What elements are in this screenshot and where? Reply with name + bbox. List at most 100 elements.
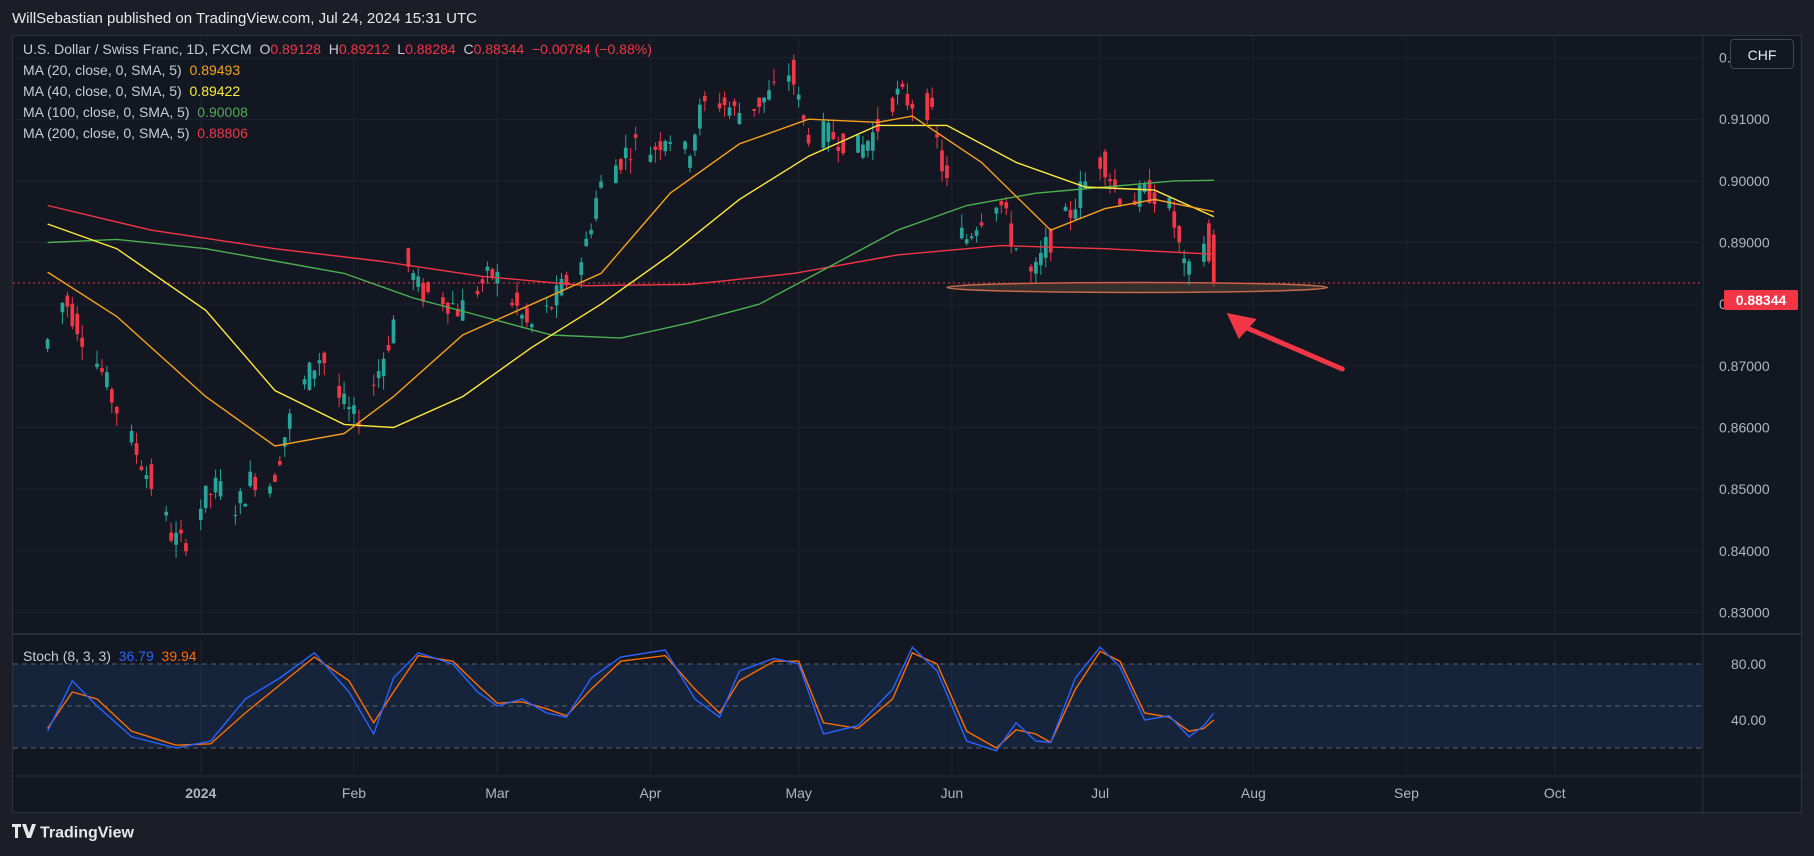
candle-body — [791, 59, 796, 85]
candle-body — [1038, 252, 1043, 266]
ma100-line — [47, 179, 1214, 339]
indicator-value: 0.90008 — [197, 104, 248, 120]
candle-body — [485, 266, 490, 271]
candle-body — [525, 307, 529, 323]
candle-body — [732, 101, 737, 107]
y-tick-label: 0.90000 — [1719, 173, 1770, 189]
open-label: O — [259, 41, 271, 57]
candle-body — [870, 132, 875, 151]
candle-body — [594, 198, 598, 219]
publication-attribution: WillSebastian published on TradingView.c… — [12, 10, 477, 27]
candle-body — [218, 481, 223, 497]
candle-body — [762, 97, 766, 103]
candle-body — [979, 222, 984, 226]
stoch-k-line — [46, 646, 1215, 752]
candle-body — [203, 485, 208, 508]
x-tick-label: Apr — [640, 785, 662, 801]
indicator-ma20[interactable]: MA (20, close, 0, SMA, 5) 0.89493 — [23, 62, 240, 78]
candle-body — [628, 159, 633, 161]
close-label: C — [463, 41, 474, 57]
candle-body — [480, 279, 485, 284]
y-tick-label: 0.85000 — [1719, 481, 1770, 497]
candle-body — [841, 133, 846, 154]
candle-body — [179, 529, 183, 534]
candle-body — [1014, 248, 1018, 250]
candle-body — [969, 236, 974, 239]
stoch-k-value: 36.79 — [118, 648, 154, 664]
candle-body — [1137, 185, 1142, 207]
indicator-label: MA (200, close, 0, SMA, 5) — [23, 125, 190, 141]
stoch-legend[interactable]: Stoch (8, 3, 3) 36.79 39.94 — [23, 648, 197, 664]
candle-body — [796, 94, 801, 100]
candle-body — [757, 97, 762, 107]
candle-body — [426, 282, 430, 292]
indicator-value: 0.89422 — [189, 83, 241, 99]
candle-body — [1211, 234, 1216, 283]
indicator-ma100[interactable]: MA (100, close, 0, SMA, 5) 0.90008 — [23, 104, 248, 120]
candle-body — [925, 92, 930, 121]
candle-body — [455, 308, 460, 317]
x-tick-label: 2024 — [185, 785, 216, 801]
candle-body — [114, 406, 119, 414]
chart-canvas[interactable]: 0.920000.910000.900000.890000.880000.870… — [13, 36, 1803, 814]
candle-body — [683, 141, 687, 150]
x-tick-label: May — [785, 785, 811, 801]
candle-body — [1118, 198, 1122, 205]
indicator-label: MA (100, close, 0, SMA, 5) — [23, 104, 190, 120]
x-tick-label: Feb — [342, 785, 366, 801]
candle-body — [826, 122, 831, 142]
candle-body — [663, 141, 668, 152]
tradingview-logo-icon — [12, 824, 36, 843]
indicator-ma200[interactable]: MA (200, close, 0, SMA, 5) 0.88806 — [23, 125, 248, 141]
candle-body — [648, 154, 653, 162]
candle-body — [65, 295, 70, 307]
candle-body — [144, 475, 149, 480]
candle-body — [801, 115, 806, 120]
candle-body — [905, 93, 910, 106]
candle-body — [1103, 151, 1107, 178]
candle-body — [999, 201, 1004, 206]
candle-body — [1202, 243, 1206, 262]
candle-body — [302, 379, 307, 385]
candle-body — [450, 303, 455, 305]
candle-body — [544, 305, 549, 307]
candle-body — [1009, 223, 1014, 247]
candle-body — [213, 477, 218, 493]
chart-frame[interactable]: 0.920000.910000.900000.890000.880000.870… — [12, 35, 1803, 814]
stoch-label: Stoch (8, 3, 3) — [23, 648, 111, 664]
candle-body — [1083, 181, 1088, 188]
candle-body — [806, 134, 811, 144]
candle-body — [698, 104, 702, 129]
tradingview-brand[interactable]: TradingView — [12, 824, 134, 848]
candle-body — [1177, 226, 1182, 243]
candle-body — [149, 464, 154, 490]
candle-body — [233, 515, 238, 517]
candle-body — [441, 297, 445, 305]
candle-body — [164, 511, 169, 516]
candle-body — [1147, 180, 1152, 203]
indicator-value: 0.89493 — [189, 62, 241, 78]
candle-body — [317, 360, 322, 364]
candle-body — [243, 504, 248, 507]
candle-body — [1073, 209, 1078, 219]
candle-body — [45, 339, 50, 349]
candle-body — [772, 81, 776, 83]
candle-body — [767, 90, 771, 100]
indicator-ma40[interactable]: MA (40, close, 0, SMA, 5) 0.89422 — [23, 83, 240, 99]
ma200-line — [47, 204, 1214, 287]
candle-body — [184, 543, 188, 552]
candle-body — [253, 476, 257, 491]
candle-body — [945, 165, 949, 179]
candle-body — [633, 134, 638, 138]
ma20-line — [47, 115, 1214, 447]
symbol-name[interactable]: U.S. Dollar / Swiss Franc, 1D, FXCM — [23, 41, 252, 57]
candle-body — [866, 140, 870, 151]
candle-body — [268, 486, 272, 494]
candle-body — [515, 292, 519, 306]
candle-body — [1078, 181, 1083, 208]
x-tick-label: Oct — [1544, 785, 1566, 801]
candle-body — [95, 363, 99, 368]
candle-body — [406, 248, 411, 267]
currency-button[interactable]: CHF — [1730, 39, 1794, 69]
candle-body — [836, 146, 841, 151]
